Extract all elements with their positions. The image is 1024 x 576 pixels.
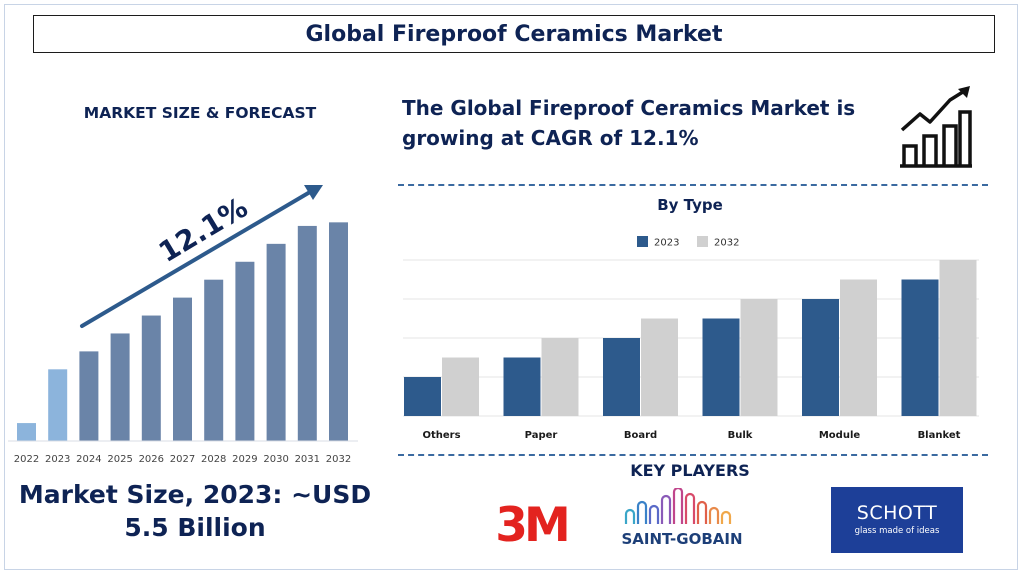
forecast-bar-2030 [266,243,286,441]
forecast-bar-chart: 2022 2023 2024 2025 2026 2027 2028 2029 2030 2031… [8,185,358,465]
forecast-year-label: 2029 [232,454,257,465]
logo-3m-text: 3M [495,498,567,547]
bar-module-2032 [840,279,877,416]
forecast-bar-2023 [48,369,68,441]
market-size-forecast-heading: MARKET SIZE & FORECAST [83,104,317,122]
forecast-bar-2027 [173,297,192,441]
legend-label-2032: 2032 [714,238,739,249]
category-label-paper: Paper [525,430,558,441]
forecast-year-label: 2027 [170,454,195,465]
bar-bulk-2032 [740,299,778,416]
growth-chart-icon [900,86,972,168]
forecast-year-label: 2028 [201,454,226,465]
forecast-year-label: 2031 [295,454,320,465]
forecast-bar-2024 [79,351,99,441]
by-type-chart-title: By Type [657,196,723,214]
forecast-bar-2026 [141,315,161,441]
bar-board-2032 [641,318,678,416]
bar-paper-2032 [541,338,579,416]
key-players-heading: KEY PLAYERS [630,461,750,480]
market-size-2023: Market Size, 2023: ~USD 5.5 Billion [18,480,372,542]
chart-legend: 2023 2032 [637,236,739,249]
forecast-year-label: 2026 [139,454,164,465]
forecast-bar-2029 [235,261,255,441]
by-type-bar-chart: 2023 2032 Others Paper Board Bulk Module Blan… [403,236,979,441]
forecast-year-label: 2030 [263,454,288,465]
outer-frame [4,4,1018,570]
forecast-bar-2025 [110,333,130,441]
logo-saint-gobain: SAINT-GOBAIN [621,488,743,548]
bar-others-2032 [442,357,479,416]
logo-schott-name: SCHOTT [856,502,938,524]
forecast-bar-2022 [17,423,36,441]
forecast-year-label: 2025 [107,454,132,465]
category-label-blanket: Blanket [918,430,961,441]
category-label-bulk: Bulk [728,430,753,441]
category-label-others: Others [422,430,460,441]
forecast-year-label: 2032 [326,454,351,465]
forecast-bar-2031 [297,225,317,441]
bar-others-2023 [404,377,441,416]
growth-arrow [80,185,323,328]
category-label-board: Board [624,430,657,441]
logo-schott-tagline: glass made of ideas [854,526,940,536]
bar-paper-2023 [503,357,541,416]
cagr-headline: The Global Fireproof Ceramics Market is … [402,96,856,150]
page-title: Global Fireproof Ceramics Market [33,15,995,53]
bar-blanket-2032 [939,260,977,416]
forecast-bar-2032 [329,222,348,441]
section-divider-bottom [398,454,988,456]
saint-gobain-skyline-mark [624,488,732,524]
section-divider-top [398,184,988,186]
forecast-year-label: 2023 [45,454,70,465]
logo-3m: 3M [495,498,571,547]
forecast-bar-2028 [204,279,224,441]
cagr-annotation: 12.1% [153,191,253,269]
logo-saint-gobain-text: SAINT-GOBAIN [621,530,742,548]
bar-module-2023 [802,299,839,416]
bar-bulk-2023 [702,318,740,416]
forecast-year-label: 2022 [14,454,39,465]
bar-blanket-2023 [901,279,939,416]
legend-swatch-2032 [697,236,708,247]
category-label-module: Module [819,430,861,441]
logo-schott: SCHOTT glass made of ideas [831,487,963,553]
forecast-year-label: 2024 [76,454,101,465]
legend-label-2023: 2023 [654,238,679,249]
legend-swatch-2023 [637,236,648,247]
bar-board-2023 [603,338,640,416]
